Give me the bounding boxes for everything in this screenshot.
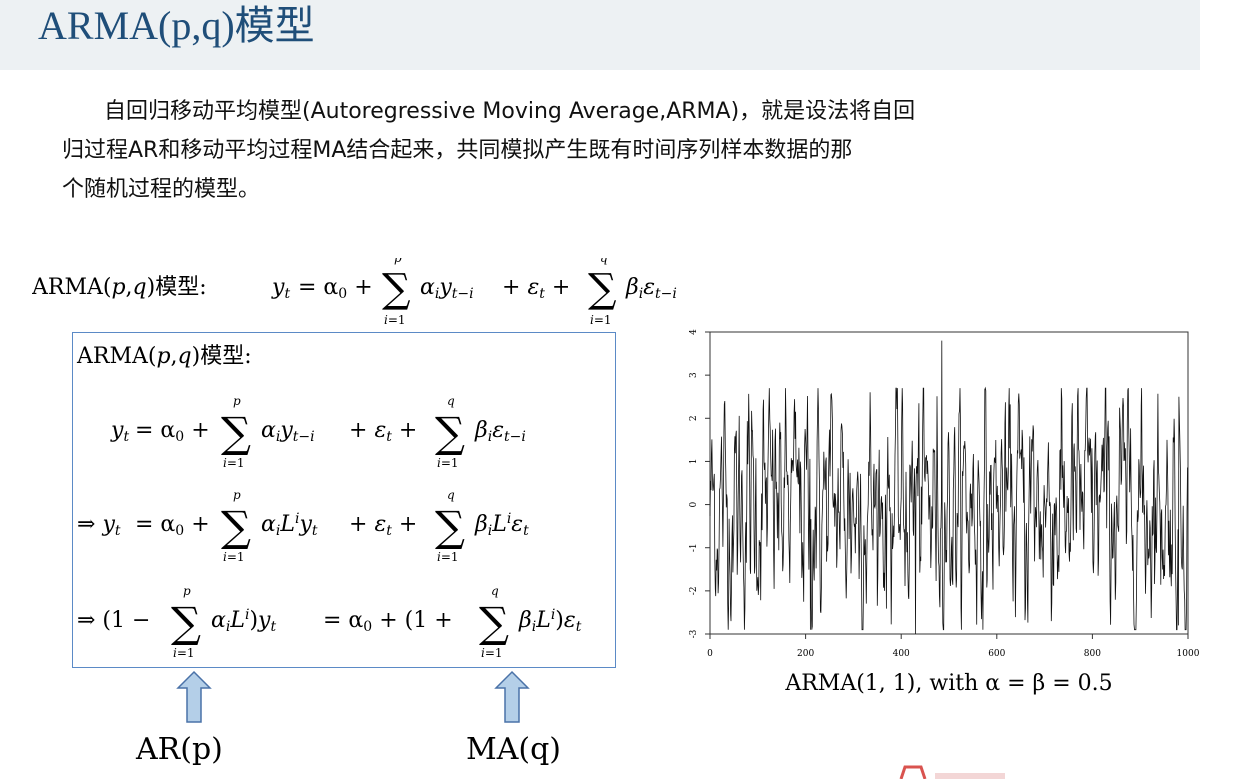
svg-text:βiεt−i: βiεt−i (474, 418, 526, 445)
chart-caption: ARMA(1, 1), with α = β = 0.5 (784, 671, 1112, 696)
svg-text:yt: yt (110, 418, 129, 445)
svg-text:i=1: i=1 (437, 550, 459, 564)
svg-text:αiLi)yt: αiLi)yt (211, 607, 276, 635)
svg-text:i=1: i=1 (223, 550, 245, 564)
svg-text:+ εt +: + εt + (349, 512, 417, 539)
y-tick-label: -1 (689, 543, 699, 552)
svg-text:i=1: i=1 (173, 646, 195, 660)
paragraph-line-2: 归过程AR和移动平均过程MA结合起来，共同模拟产生既有时间序列样本数据的那 (62, 138, 853, 163)
paragraph-line-3: 个随机过程的模型。 (62, 177, 261, 202)
y-tick-label: -2 (689, 586, 699, 595)
svg-text:⇒ (1 −: ⇒ (1 − (77, 608, 150, 633)
svg-text:i=1: i=1 (437, 456, 459, 470)
svg-text:∑: ∑ (479, 598, 509, 647)
x-tick-label: 1000 (1177, 649, 1200, 659)
svg-text:+ εt +: + εt + (349, 418, 417, 445)
x-tick-label: 600 (988, 649, 1005, 659)
x-tick-label: 0 (707, 649, 713, 659)
svg-text:βiLiεt: βiLiεt (474, 511, 529, 539)
svg-text:∑: ∑ (588, 266, 617, 312)
svg-text:= α0 +: = α0 + (135, 418, 210, 445)
paragraph-line-1: 自回归移动平均模型(Autoregressive Moving Average,… (104, 99, 916, 124)
svg-text:+ εt +: + εt + (502, 275, 570, 302)
watermark-logo-icon (899, 765, 1005, 779)
svg-text:yt: yt (271, 275, 290, 302)
svg-text:p: p (394, 258, 402, 265)
y-tick-label: 0 (689, 501, 699, 507)
series-line (709, 340, 1188, 635)
ma-label: MA(q) (466, 732, 561, 767)
y-tick-label: 2 (689, 415, 699, 421)
y-tick-label: 3 (689, 372, 699, 378)
y-tick-label: 4 (689, 329, 699, 335)
y-tick-label: 1 (689, 459, 699, 465)
svg-text:βiεt−i: βiεt−i (625, 275, 677, 302)
svg-text:∑: ∑ (435, 502, 465, 551)
svg-text:∑: ∑ (221, 408, 251, 457)
ar-label: AR(p) (136, 732, 223, 767)
y-tick-label: -3 (689, 629, 699, 638)
derivation-box: ARMA(p,q)模型: yt = α0 + ∑ p i=1 αiyt−i + … (72, 332, 616, 668)
plot-frame (709, 331, 1189, 635)
derivation-formulas: ARMA(p,q)模型: yt = α0 + ∑ p i=1 αiyt−i + … (76, 344, 582, 660)
ma-up-arrow-icon (494, 670, 530, 723)
intro-paragraph: 自回归移动平均模型(Autoregressive Moving Average,… (62, 92, 1122, 209)
svg-text:∑: ∑ (435, 408, 465, 457)
x-tick-label: 200 (797, 649, 814, 659)
svg-text:ARMA(p,q)模型:: ARMA(p,q)模型: (32, 275, 207, 300)
svg-text:∑: ∑ (171, 598, 201, 647)
x-tick-label: 400 (893, 649, 910, 659)
svg-text:∑: ∑ (382, 266, 411, 312)
ar-up-arrow-icon (176, 670, 212, 723)
svg-text:αiyt−i: αiyt−i (420, 275, 474, 302)
svg-text:= α0 +: = α0 + (135, 512, 210, 539)
svg-text:i=1: i=1 (481, 646, 503, 660)
arma-formula: ARMA(p,q)模型: yt = α0 + ∑ p i=1 αiyt−i + … (32, 258, 677, 327)
svg-text:q: q (447, 488, 455, 502)
svg-text:i=1: i=1 (223, 456, 245, 470)
svg-text:βiLi)εt: βiLi)εt (518, 607, 582, 635)
svg-text:q: q (447, 394, 455, 408)
svg-text:q: q (491, 584, 499, 598)
svg-text:αiLiyt: αiLiyt (261, 511, 318, 539)
svg-text:q: q (600, 258, 608, 265)
svg-text:∑: ∑ (221, 502, 251, 551)
svg-text:p: p (233, 488, 241, 502)
svg-text:i=1: i=1 (590, 313, 612, 327)
svg-text:ARMA(p,q)模型:: ARMA(p,q)模型: (76, 344, 252, 369)
svg-text:p: p (233, 394, 241, 408)
svg-text:= α0 + (1 +: = α0 + (1 + (323, 608, 453, 635)
x-tick-label: 800 (1084, 649, 1101, 659)
svg-text:= α0 +: = α0 + (298, 275, 373, 302)
svg-text:αiyt−i: αiyt−i (261, 418, 315, 445)
svg-text:i=1: i=1 (384, 313, 406, 327)
arma-simulation-chart: 0 200 400 600 800 1000 -3 -2 -1 0 1 2 3 4 ARMA(1, 1), … (689, 329, 1200, 696)
svg-text:p: p (183, 584, 191, 598)
page-title: ARMA(p,q)模型 (38, 3, 315, 48)
title-bar: ARMA(p,q)模型 (0, 0, 1200, 70)
svg-text:⇒ yt: ⇒ yt (77, 512, 121, 539)
